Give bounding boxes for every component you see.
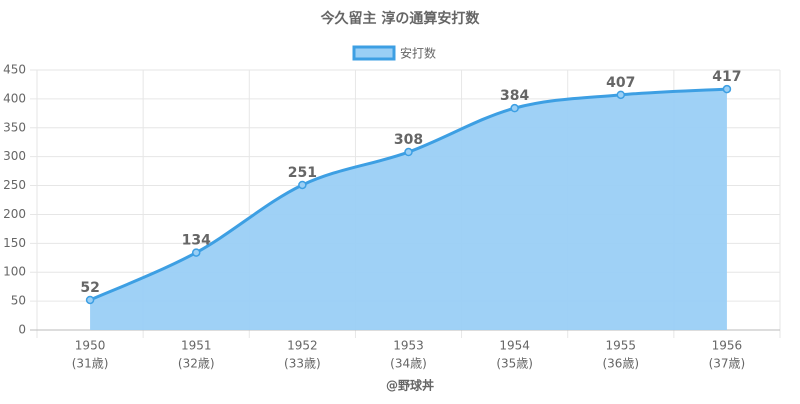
point — [191, 248, 201, 257]
value-label: 407 — [606, 75, 635, 91]
x-tick-label: 1950 — [75, 339, 106, 353]
value-label: 308 — [394, 132, 423, 148]
legend-label: 安打数 — [400, 46, 436, 61]
y-tick-label: 150 — [3, 236, 26, 250]
value-label: 134 — [182, 233, 211, 249]
x-tick-sublabel: (35歳) — [496, 357, 533, 371]
y-tick-label: 450 — [3, 63, 26, 77]
x-tick-label: 1954 — [499, 339, 530, 353]
y-tick-label: 0 — [18, 323, 26, 337]
point — [510, 103, 519, 113]
y-tick-label: 200 — [3, 207, 26, 221]
chart-title: 今久留主 淳の通算安打数 — [320, 10, 481, 27]
x-tick-sublabel: (37歳) — [709, 357, 746, 371]
area — [90, 89, 727, 330]
y-tick-label: 100 — [3, 265, 26, 279]
point — [404, 147, 413, 157]
x-tick-label: 1956 — [712, 339, 743, 353]
x-tick-sublabel: (36歳) — [602, 357, 639, 371]
x-tick-label: 1951 — [181, 339, 212, 353]
value-label: 251 — [288, 165, 317, 181]
point — [85, 295, 95, 305]
y-tick-label: 400 — [3, 91, 26, 105]
value-label: 417 — [712, 69, 741, 85]
x-tick-sublabel: (34歳) — [390, 357, 427, 371]
y-tick-label: 350 — [3, 120, 26, 134]
y-tick-label: 50 — [11, 294, 26, 308]
x-tick-label: 1953 — [393, 339, 424, 353]
point — [298, 180, 307, 190]
x-tick-label: 1952 — [287, 339, 318, 353]
value-label: 384 — [500, 88, 529, 104]
x-axis-label: @野球丼 — [386, 378, 434, 393]
x-tick-label: 1955 — [606, 339, 637, 353]
x-tick-sublabel: (33歳) — [284, 357, 321, 371]
y-tick-label: 250 — [3, 178, 26, 192]
legend-swatch — [352, 45, 396, 61]
value-label: 52 — [80, 280, 99, 296]
x-tick-sublabel: (32歳) — [178, 357, 215, 371]
point — [722, 84, 732, 94]
point — [616, 90, 626, 100]
y-tick-label: 300 — [3, 149, 26, 163]
x-tick-sublabel: (31歳) — [72, 357, 109, 371]
